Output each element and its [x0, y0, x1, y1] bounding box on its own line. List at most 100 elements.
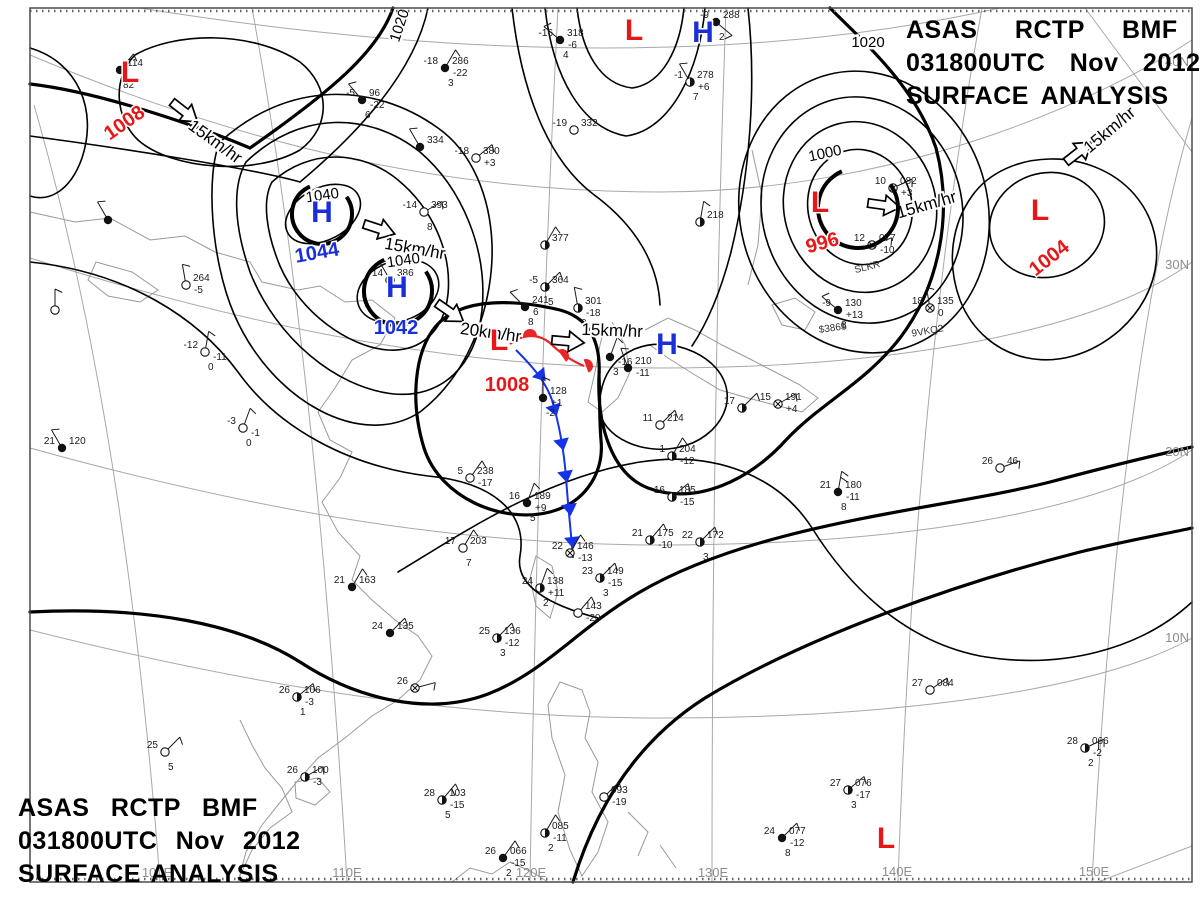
station-circle [385, 628, 395, 638]
station-plot: 11 214 [643, 409, 684, 430]
station-circle [498, 853, 508, 863]
coastlines [29, 149, 819, 883]
station-pressure: 185 [679, 485, 696, 496]
wind-barb-tick [133, 53, 138, 62]
ship-callsign-label: SLKR [853, 259, 881, 276]
wind-barb-tick [574, 286, 583, 290]
station-extra: 8 [841, 502, 847, 513]
station-circle [599, 792, 609, 802]
wind-barb-tick [714, 526, 719, 535]
station-extra: 3 [703, 552, 709, 563]
center-pressure-value: 996 [803, 228, 841, 258]
station-plot: 26 46 [982, 456, 1021, 473]
low-center-letter: L [121, 56, 139, 89]
station-pressure: 149 [607, 566, 624, 577]
station-dewpoint: 0 [938, 308, 944, 319]
station-plot: -9 288 2 [700, 10, 740, 43]
station-pressure: 180 [845, 480, 862, 491]
station-circle [471, 153, 481, 163]
station-plot: 28 103-155 [424, 783, 466, 821]
station-circle [115, 65, 125, 75]
station-circle [573, 608, 583, 618]
station-pressure: 135 [397, 621, 414, 632]
station-plot: 26 066-152 [485, 840, 527, 879]
station-plot: 16 185-15 [654, 483, 696, 508]
station-pressure: 218 [707, 210, 724, 221]
high-center-letter: H [692, 16, 714, 49]
station-dewpoint: -15 [680, 497, 695, 508]
isobar-line [576, 7, 685, 89]
station-pressure: 278 [697, 70, 714, 81]
station-pressure: 066 [510, 846, 527, 857]
station-plot: 26 100-3 [287, 765, 329, 788]
station-plot: 22 172 3 [682, 526, 724, 563]
station-temp: 21 [820, 480, 832, 491]
fronts [509, 329, 593, 559]
station-extra: 2 [548, 843, 554, 854]
station-dewpoint: -12 [790, 838, 805, 849]
station-circle [623, 363, 633, 373]
wind-barb-tick [54, 288, 63, 293]
station-circle-half [497, 633, 502, 643]
station-dewpoint: -20 [586, 613, 601, 624]
station-circle [419, 207, 429, 217]
station-pressure: 334 [427, 135, 444, 146]
wind-barb-tick [703, 200, 711, 207]
station-plot: -18 380+3 [455, 144, 500, 169]
high-center-letter: H [656, 328, 678, 361]
coastline [87, 261, 159, 303]
wind-barb-tick [946, 677, 950, 686]
station-circle [522, 498, 532, 508]
station-extra: 7 [693, 92, 699, 103]
station-dewpoint: -1 [398, 280, 407, 291]
station-temp: 24 [522, 576, 534, 587]
map-frame [29, 7, 1193, 883]
station-pressure: 46 [1007, 456, 1019, 467]
station-circle [605, 352, 615, 362]
station-temp: 1 [659, 444, 665, 455]
station-circle [833, 487, 843, 497]
isobar-ellipse [737, 70, 991, 354]
station-dewpoint: -12 [505, 638, 520, 649]
wind-barb-tick [322, 766, 325, 775]
cold-front-pip [545, 402, 561, 417]
station-x [412, 685, 418, 691]
station-temp: 10 [875, 176, 887, 187]
isobar-line [235, 121, 484, 396]
isobar-value-label: 1020 [851, 34, 884, 51]
station-x [775, 401, 781, 407]
station-pressure: 077 [789, 826, 806, 837]
station-temp: 26 [279, 685, 291, 696]
station-dewpoint: +13 [846, 310, 863, 321]
station-pressure: 076 [855, 778, 872, 789]
station-temp: 25 [147, 740, 159, 751]
station-extra: 2 [719, 32, 725, 43]
warm-front-pip [583, 359, 593, 373]
station-plot: 25 5 [147, 736, 184, 773]
station-circle-half [578, 303, 583, 313]
coastline [627, 811, 649, 857]
station-plot: 23 149-153 [582, 562, 624, 599]
station-pressure: 093 [611, 785, 628, 796]
station-temp: -5 [529, 275, 538, 286]
isobar-line [511, 7, 661, 306]
station-dewpoint: -11 [553, 833, 567, 844]
station-plot: 093-19 [599, 781, 628, 808]
station-plot: 21 175-10 [632, 523, 674, 551]
station-extra: 3 [851, 800, 857, 811]
station-plot: 22 146-13 [552, 534, 594, 564]
station-dewpoint: +11 [548, 588, 565, 599]
station-circle-half [672, 451, 677, 461]
station-plot: -19 332 [553, 118, 598, 135]
station-temp: 27 [912, 678, 924, 689]
station-extra: 7 [466, 558, 472, 569]
wind-barb-tick [97, 200, 106, 203]
station-plot: -16 318-64 [539, 22, 584, 61]
station-temp: -18 [455, 146, 470, 157]
isobar-value-label: 1000 [807, 142, 843, 166]
wind-barb-tick [533, 482, 541, 490]
station-temp: 26 [485, 846, 497, 857]
station-dewpoint: -15 [608, 578, 623, 589]
